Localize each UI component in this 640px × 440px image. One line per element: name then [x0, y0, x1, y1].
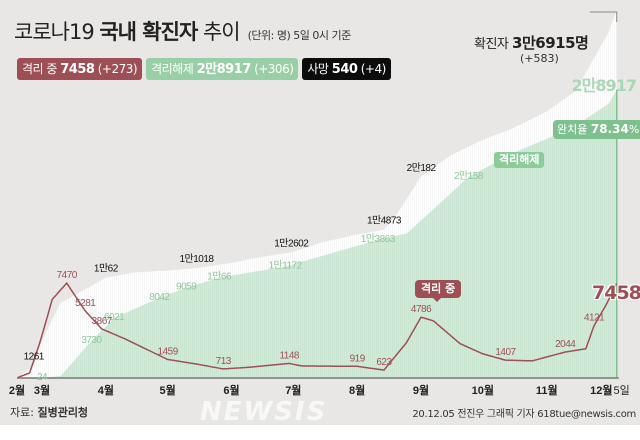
released-total-label: 2만8917	[571, 76, 637, 95]
credit-line: 20.12.05 전진우 그래픽 기자 618tue@newsis.com	[412, 409, 636, 420]
data-label: 3730	[81, 335, 102, 346]
data-label: 1만66	[207, 271, 232, 283]
x-tick-label: 12월	[590, 383, 612, 397]
rate-label: 완치율	[557, 123, 591, 136]
x-tick-label: 8월	[349, 383, 365, 397]
data-label: 1만1172	[268, 260, 302, 272]
isolating-badge: 격리 중 7458 (+273)	[17, 58, 143, 80]
x-tick-label: 5일	[614, 383, 630, 397]
released-area	[17, 89, 617, 378]
title-row: 코로나19 국내 확진자 추이 (단위: 명) 5일 0시 기준	[14, 16, 351, 46]
isolating-line	[17, 281, 618, 379]
rate-value: 78.34	[590, 122, 629, 136]
data-label: 7470	[57, 270, 78, 281]
confirmed-diff: (+583)	[520, 52, 559, 65]
badge-label: 사망	[307, 62, 332, 76]
data-label: 4121	[584, 313, 605, 324]
x-tick-label: 5월	[160, 383, 176, 397]
x-tick-label: 4월	[98, 383, 114, 397]
badge-label: 격리 중	[22, 62, 61, 76]
source-note: 자료: 질병관리청	[10, 404, 88, 420]
title-suffix: 추이	[197, 20, 241, 44]
rate-unit: %	[628, 123, 640, 136]
data-label: 9059	[176, 282, 197, 293]
badge-diff: (+273)	[94, 62, 138, 76]
data-label: 4786	[411, 304, 432, 315]
deaths-badge: 사망 540 (+4)	[302, 58, 391, 80]
title-prefix: 코로나19	[14, 20, 100, 44]
x-tick-label: 6월	[223, 383, 239, 397]
x-tick-label: 10월	[472, 383, 494, 397]
data-label: 24	[37, 372, 48, 383]
data-label: 8042	[149, 292, 170, 303]
badge-label: 격리해제	[151, 62, 197, 76]
x-tick-label: 11월	[536, 383, 558, 397]
data-label: 1만62	[94, 263, 119, 275]
watermark-logo: NEWSIS	[200, 397, 328, 427]
data-label: 1만3863	[361, 233, 396, 245]
confirmed-bracket	[590, 11, 618, 22]
released-badge: 격리해제 2만8917 (+306)	[146, 58, 299, 80]
badge-diff: (+4)	[357, 62, 387, 76]
badge-value: 540	[331, 62, 358, 77]
data-label: 1148	[279, 350, 299, 361]
data-label: 1만4873	[367, 215, 402, 227]
confirmed-value: 3만6915명	[512, 34, 589, 52]
x-tick-label: 7월	[285, 383, 301, 397]
data-label: 1만1018	[179, 253, 214, 265]
data-label: 919	[350, 353, 366, 364]
unit-note: (단위: 명) 5일 0시 기준	[247, 29, 352, 42]
data-label: 1459	[158, 346, 179, 357]
page-title: 코로나19 국내 확진자 추이	[14, 16, 241, 46]
title-bold: 국내 확진자	[99, 20, 198, 44]
data-label: 6021	[104, 312, 125, 323]
data-label: 1만2602	[274, 237, 309, 249]
x-tick-label: 9월	[413, 383, 429, 397]
data-label: 2만158	[454, 170, 484, 182]
data-label: 623	[376, 357, 392, 368]
data-label: 2만182	[407, 162, 437, 174]
data-label: 3867	[92, 316, 113, 327]
badge-value: 7458	[60, 62, 95, 77]
isolating-series-tag: 격리 중	[415, 280, 462, 302]
data-label: 1407	[495, 347, 516, 358]
summary-badges: 격리 중 7458 (+273) 격리해제 2만8917 (+306) 사망 5…	[17, 58, 391, 80]
recovery-rate-badge: 완치율 78.34%	[553, 120, 640, 139]
isolating-latest-label: 7458	[592, 282, 640, 304]
x-tick-label: 2월	[9, 383, 25, 397]
badge-value: 2만8917	[196, 62, 252, 77]
data-label: 5281	[75, 298, 96, 309]
confirmed-label: 확진자	[474, 37, 513, 52]
data-label: 2044	[555, 339, 576, 350]
x-tick-label: 3월	[34, 383, 50, 397]
badge-diff: (+306)	[250, 62, 294, 76]
data-label: 1261	[24, 351, 45, 362]
confirmed-total: 확진자 3만6915명	[474, 32, 589, 53]
source-label: 자료:	[10, 406, 38, 419]
released-series-tag: 격리해제	[494, 152, 545, 168]
source-name: 질병관리청	[37, 406, 89, 419]
data-label: 713	[216, 356, 232, 367]
